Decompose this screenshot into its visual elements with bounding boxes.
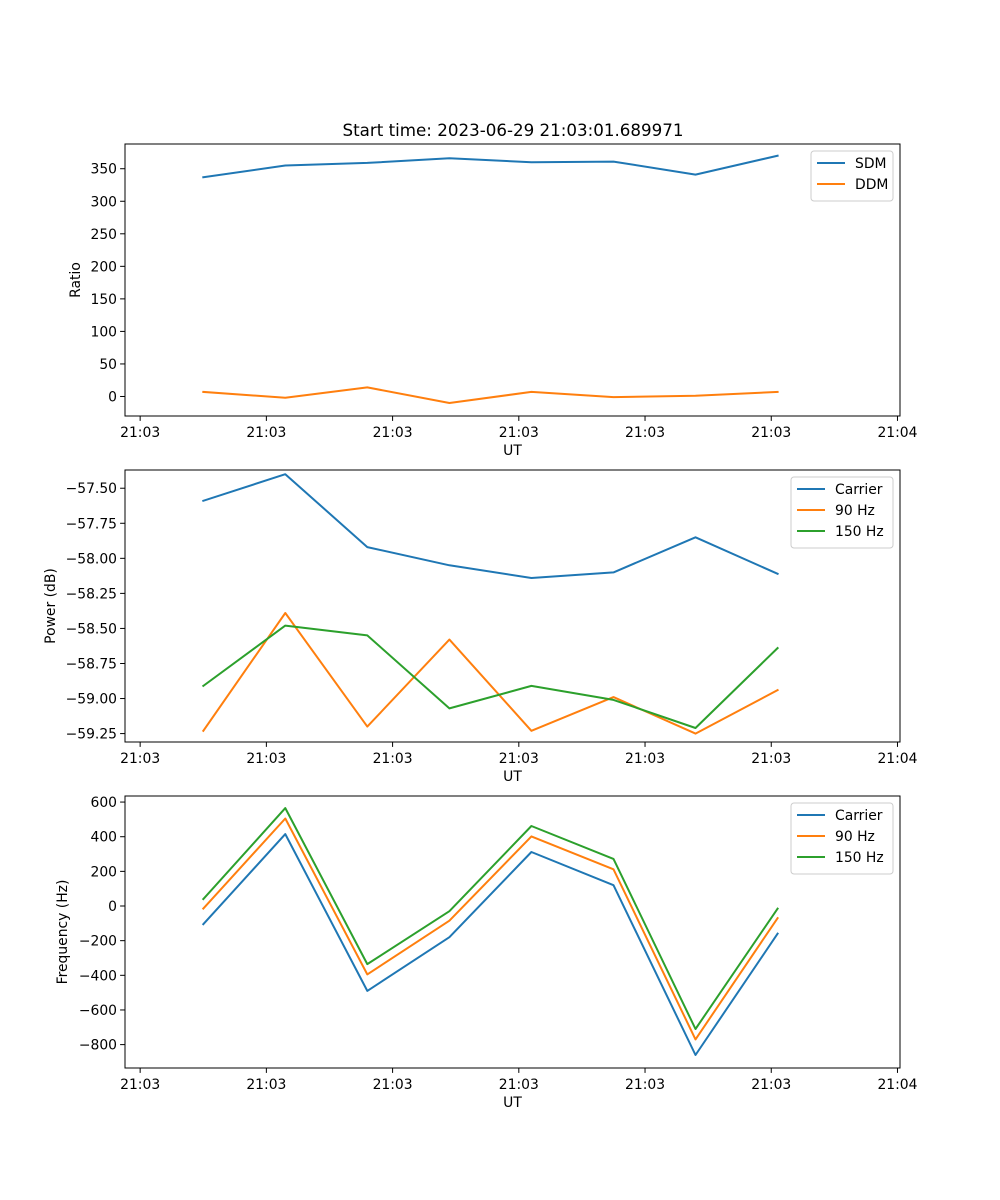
- y-tick-label: −400: [79, 968, 117, 984]
- series-line-carrier: [202, 473, 779, 579]
- legend-entry: 150 Hz: [835, 524, 884, 540]
- y-tick-label: 350: [90, 162, 117, 178]
- y-axis-label: Ratio: [68, 262, 84, 298]
- series-line-sdm: [202, 154, 779, 179]
- x-tick-label: 21:03: [499, 425, 539, 441]
- legend-entry: 150 Hz: [835, 850, 884, 866]
- ratio-panel: 21:03 21:03 21:03 21:03 21:03 21:03 21:04 0 50 10…: [68, 143, 918, 459]
- x-tick-label: 21:03: [373, 751, 413, 767]
- y-tick-label: 0: [108, 389, 117, 405]
- frequency-panel: 21:03 21:03 21:03 21:03 21:03 21:03 21:04 −800 −…: [55, 795, 918, 1111]
- x-tick-label: 21:04: [877, 1077, 917, 1093]
- y-tick-label: 300: [90, 194, 117, 210]
- figure-title: Start time: 2023-06-29 21:03:01.689971: [343, 120, 684, 140]
- y-tick-label: −57.75: [66, 516, 117, 532]
- y-tick-label: −58.75: [66, 656, 117, 672]
- x-tick-label: 21:03: [751, 751, 791, 767]
- x-tick-label: 21:03: [751, 1077, 791, 1093]
- series-line-ddm: [202, 386, 779, 404]
- series-line-90-hz: [201, 612, 779, 735]
- x-tick-label: 21:03: [373, 1077, 413, 1093]
- x-tick-label: 21:03: [120, 425, 160, 441]
- y-tick-label: −59.25: [66, 727, 117, 743]
- x-tick-label: 21:03: [625, 1077, 665, 1093]
- y-tick-label: −58.50: [66, 621, 117, 637]
- x-tick-label: 21:04: [877, 425, 917, 441]
- series-line-90-hz: [201, 817, 779, 1041]
- x-tick-label: 21:03: [120, 751, 160, 767]
- y-tick-label: 200: [90, 259, 117, 275]
- legend: Carrier 90 Hz 150 Hz: [790, 476, 894, 549]
- x-tick-label: 21:04: [877, 751, 917, 767]
- y-axis-label: Power (dB): [43, 568, 59, 644]
- legend-entry: DDM: [855, 177, 888, 193]
- y-tick-label: 100: [90, 324, 117, 340]
- y-tick-label: −800: [79, 1038, 117, 1054]
- x-tick-label: 21:03: [246, 1077, 286, 1093]
- y-tick-label: 400: [90, 830, 117, 846]
- y-tick-label: 50: [99, 357, 117, 373]
- legend-entry: Carrier: [835, 482, 883, 498]
- legend-entry: 90 Hz: [835, 503, 875, 519]
- x-axis-label: UT: [503, 443, 522, 459]
- y-tick-label: 0: [108, 899, 117, 915]
- x-tick-label: 21:03: [499, 1077, 539, 1093]
- x-tick-label: 21:03: [246, 751, 286, 767]
- y-tick-label: −58.00: [66, 551, 117, 567]
- chart-panels: 21:03 21:03 21:03 21:03 21:03 21:03 21:04 0 50 10…: [43, 143, 918, 1111]
- y-tick-label: −600: [79, 1003, 117, 1019]
- y-tick-label: 600: [90, 795, 117, 811]
- x-tick-label: 21:03: [373, 425, 413, 441]
- x-tick-label: 21:03: [246, 425, 286, 441]
- series-line-carrier: [201, 833, 779, 1056]
- x-tick-label: 21:03: [625, 751, 665, 767]
- y-tick-label: −58.25: [66, 586, 117, 602]
- y-tick-label: 150: [90, 292, 117, 308]
- legend: Carrier 90 Hz 150 Hz: [790, 802, 894, 875]
- x-axis-label: UT: [503, 1095, 522, 1111]
- legend: SDM DDM: [810, 150, 894, 202]
- y-axis-label: Frequency (Hz): [55, 880, 71, 985]
- x-tick-label: 21:03: [499, 751, 539, 767]
- y-tick-label: 250: [90, 227, 117, 243]
- y-tick-label: 200: [90, 864, 117, 880]
- x-tick-label: 21:03: [625, 425, 665, 441]
- axes-frame: [124, 469, 901, 743]
- power-panel: 21:03 21:03 21:03 21:03 21:03 21:03 21:04 −59.2…: [43, 469, 918, 785]
- axes-frame: [124, 143, 901, 417]
- x-axis-label: UT: [503, 769, 522, 785]
- series-line-150-hz: [201, 807, 779, 1030]
- series-line-150-hz: [201, 624, 780, 729]
- legend-entry: 90 Hz: [835, 829, 875, 845]
- x-tick-label: 21:03: [751, 425, 791, 441]
- y-tick-label: −59.00: [66, 692, 117, 708]
- y-tick-label: −57.50: [66, 481, 117, 497]
- legend-entry: Carrier: [835, 808, 883, 824]
- y-tick-label: −200: [79, 934, 117, 950]
- axes-frame: [124, 795, 901, 1069]
- legend-entry: SDM: [855, 156, 887, 172]
- x-tick-label: 21:03: [120, 1077, 160, 1093]
